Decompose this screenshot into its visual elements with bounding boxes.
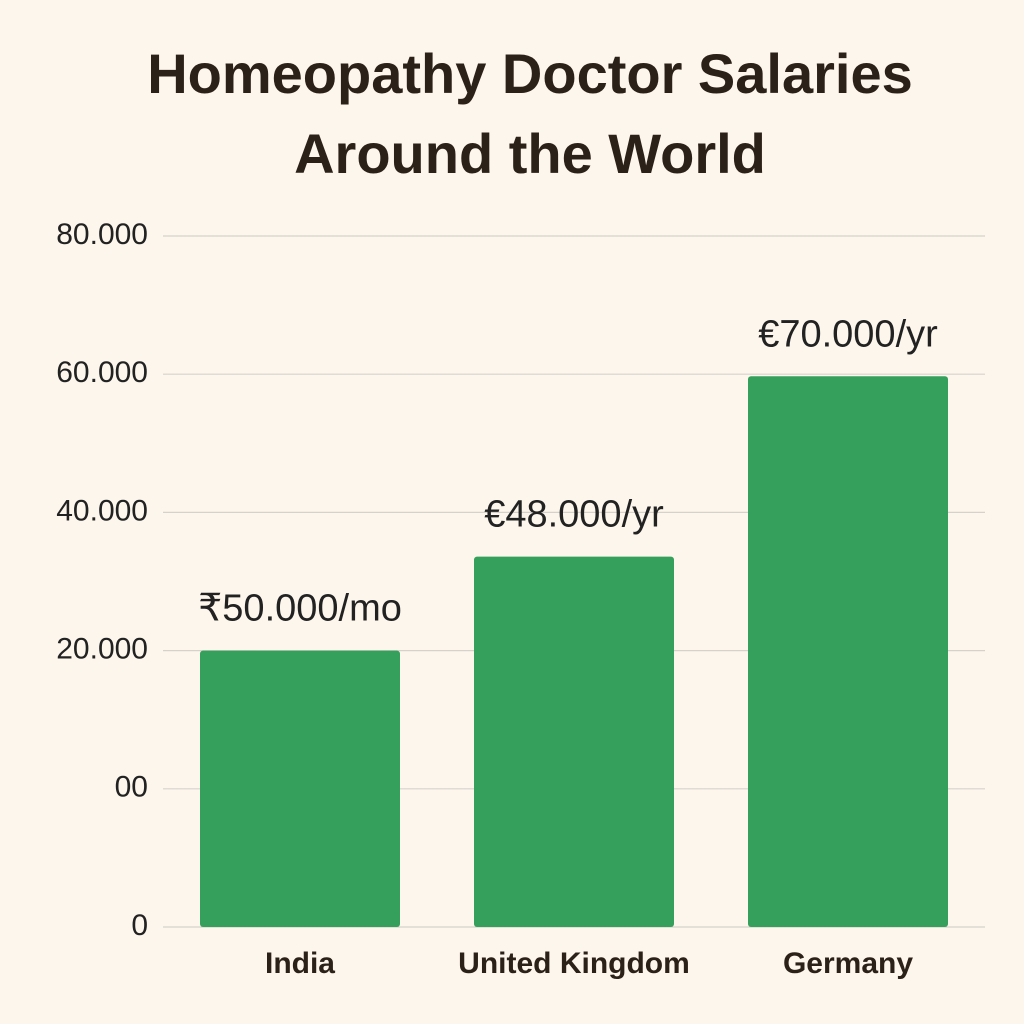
x-tick-label: Germany	[783, 947, 913, 980]
annotation: €70.000/yr	[758, 313, 938, 355]
y-tick-label: 00	[115, 771, 148, 804]
y-tick-label: 80.000	[56, 218, 148, 251]
y-tick-label: 40.000	[56, 494, 148, 527]
annotation: ₹50.000/mo	[198, 588, 402, 630]
x-tick-label: India	[265, 947, 335, 980]
y-tick-label: 20.000	[56, 633, 148, 666]
annotation: €48.000/yr	[484, 494, 664, 536]
x-tick-label: United Kingdom	[458, 947, 690, 980]
bar	[200, 650, 400, 927]
chart-title: Homeopathy Doctor Salaries Around the Wo…	[147, 42, 913, 185]
bar	[474, 556, 674, 927]
bar	[748, 376, 948, 927]
y-tick-label: 0	[131, 909, 148, 942]
y-tick-label: 60.000	[56, 356, 148, 389]
